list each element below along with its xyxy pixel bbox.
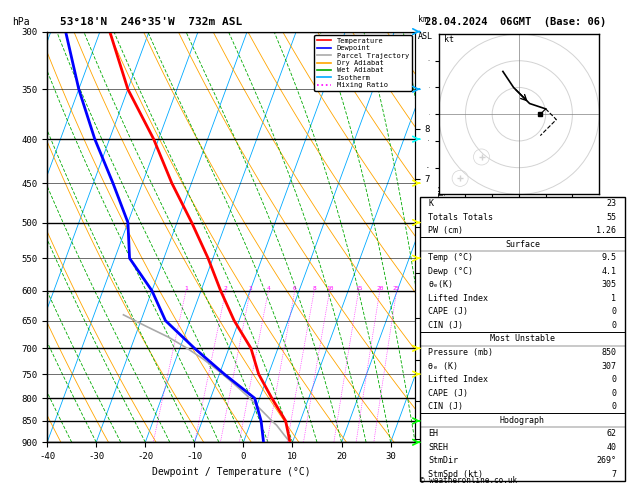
Text: 0: 0	[611, 321, 616, 330]
Text: ASL: ASL	[418, 32, 433, 41]
Text: 850: 850	[601, 348, 616, 357]
Text: 269°: 269°	[596, 456, 616, 465]
Text: StmSpd (kt): StmSpd (kt)	[428, 470, 483, 479]
Text: 53°18'N  246°35'W  732m ASL: 53°18'N 246°35'W 732m ASL	[60, 17, 242, 27]
Text: Totals Totals: Totals Totals	[428, 213, 493, 222]
Text: 9.5: 9.5	[601, 253, 616, 262]
Text: Temp (°C): Temp (°C)	[428, 253, 474, 262]
Text: 62: 62	[606, 429, 616, 438]
Text: 6: 6	[293, 286, 297, 291]
Text: Hodograph: Hodograph	[500, 416, 545, 425]
Legend: Temperature, Dewpoint, Parcel Trajectory, Dry Adiabat, Wet Adiabat, Isotherm, Mi: Temperature, Dewpoint, Parcel Trajectory…	[314, 35, 411, 91]
Text: K: K	[428, 199, 433, 208]
Text: 15: 15	[355, 286, 362, 291]
Text: 23: 23	[606, 199, 616, 208]
Text: StmDir: StmDir	[428, 456, 459, 465]
Text: 8: 8	[313, 286, 316, 291]
Text: 4.1: 4.1	[601, 267, 616, 276]
Text: CIN (J): CIN (J)	[428, 402, 464, 411]
Text: 0: 0	[611, 402, 616, 411]
Text: Most Unstable: Most Unstable	[490, 334, 555, 344]
Text: 7: 7	[611, 470, 616, 479]
Text: 25: 25	[393, 286, 401, 291]
Text: EH: EH	[428, 429, 438, 438]
Text: 40: 40	[606, 443, 616, 452]
Text: © weatheronline.co.uk: © weatheronline.co.uk	[420, 476, 517, 485]
Text: 0: 0	[611, 389, 616, 398]
Text: 0: 0	[611, 375, 616, 384]
Text: 4: 4	[267, 286, 270, 291]
Text: PW (cm): PW (cm)	[428, 226, 464, 235]
Text: 305: 305	[601, 280, 616, 289]
Text: θₑ (K): θₑ (K)	[428, 362, 459, 370]
Text: 307: 307	[601, 362, 616, 370]
Text: km: km	[418, 15, 428, 24]
Text: 20: 20	[376, 286, 384, 291]
Text: kt: kt	[444, 35, 454, 44]
Text: CAPE (J): CAPE (J)	[428, 308, 469, 316]
Text: Pressure (mb): Pressure (mb)	[428, 348, 493, 357]
Text: 55: 55	[606, 213, 616, 222]
Text: Surface: Surface	[505, 240, 540, 249]
Text: CIN (J): CIN (J)	[428, 321, 464, 330]
Text: LCL: LCL	[420, 417, 434, 425]
Text: 2: 2	[224, 286, 228, 291]
X-axis label: Dewpoint / Temperature (°C): Dewpoint / Temperature (°C)	[152, 467, 311, 477]
Text: 1: 1	[184, 286, 188, 291]
Text: CAPE (J): CAPE (J)	[428, 389, 469, 398]
Y-axis label: Mixing Ratio (g/kg): Mixing Ratio (g/kg)	[435, 186, 444, 288]
Text: Lifted Index: Lifted Index	[428, 375, 488, 384]
Text: Dewp (°C): Dewp (°C)	[428, 267, 474, 276]
Text: Lifted Index: Lifted Index	[428, 294, 488, 303]
Text: 10: 10	[326, 286, 333, 291]
Text: 28.04.2024  06GMT  (Base: 06): 28.04.2024 06GMT (Base: 06)	[425, 17, 606, 27]
Text: 1: 1	[611, 294, 616, 303]
Text: 1.26: 1.26	[596, 226, 616, 235]
Text: SREH: SREH	[428, 443, 448, 452]
Text: hPa: hPa	[13, 17, 30, 27]
Text: θₑ(K): θₑ(K)	[428, 280, 454, 289]
Text: 0: 0	[611, 308, 616, 316]
Text: 3: 3	[248, 286, 252, 291]
